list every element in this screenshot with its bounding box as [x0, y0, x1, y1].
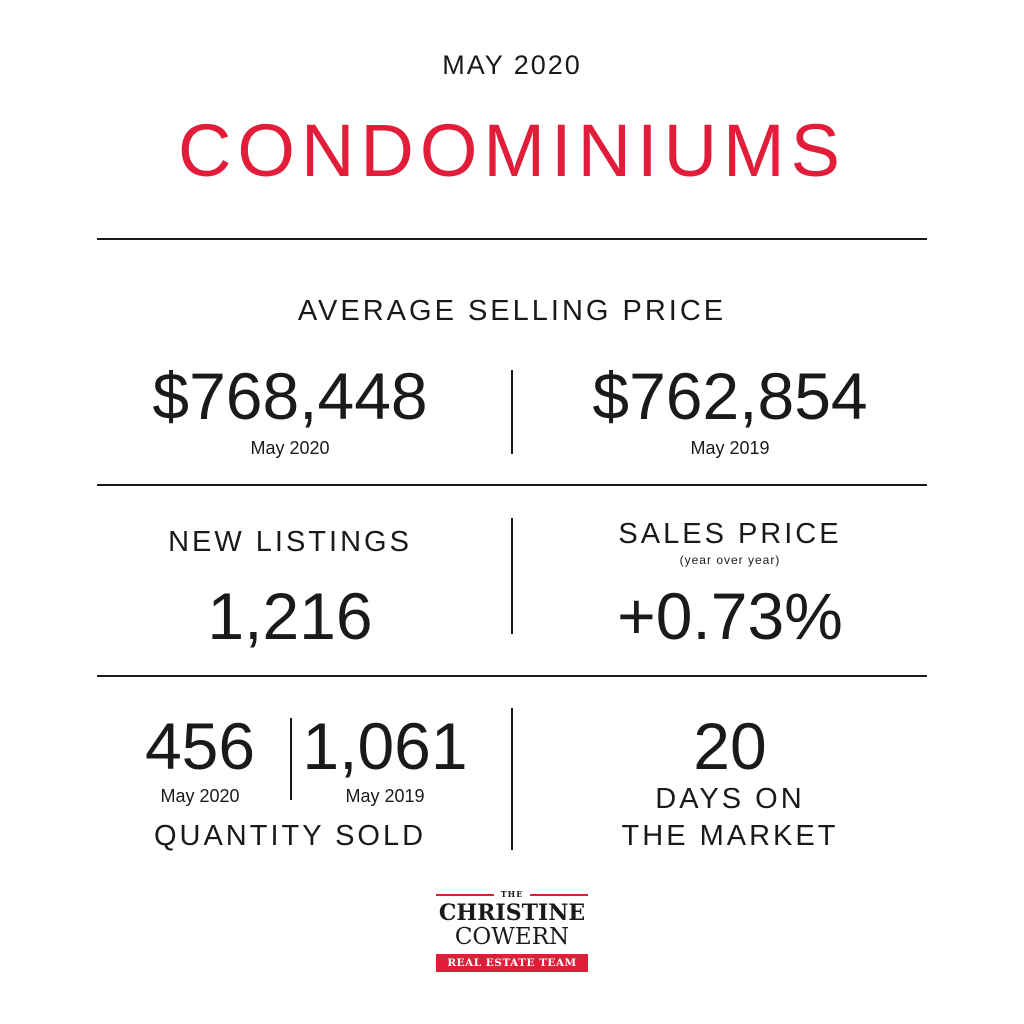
quantity-sold-current-caption: May 2020 — [160, 786, 240, 806]
page-title: CONDOMINIUMS — [177, 109, 847, 192]
logo-the-row: THE — [432, 889, 592, 900]
average-price-current-caption: May 2020 — [250, 438, 330, 458]
logo-rule-right — [530, 894, 588, 896]
quantity-sold-label: QUANTITY SOLD — [153, 820, 427, 852]
average-selling-price-label: AVERAGE SELLING PRICE — [297, 295, 727, 327]
quantity-sold-inner-divider — [290, 718, 292, 800]
logo-rule-left — [436, 894, 494, 896]
quantity-sold-previous-caption: May 2019 — [345, 786, 425, 806]
quantity-days-divider — [511, 708, 513, 850]
listings-bottom-divider — [97, 675, 927, 677]
average-price-previous-value: $762,854 — [592, 359, 868, 433]
sales-price-change-value: +0.73% — [617, 579, 843, 653]
quantity-sold-current-value: 456 — [144, 709, 256, 783]
new-listings-label: NEW LISTINGS — [168, 526, 412, 558]
logo-band: REAL ESTATE TEAM — [436, 954, 588, 972]
sales-price-sublabel: (year over year) — [679, 553, 781, 567]
brand-logo: THE CHRISTINE COWERN REAL ESTATE TEAM — [432, 884, 592, 984]
quantity-sold-previous-value: 1,061 — [302, 709, 468, 783]
report-month: MAY 2020 — [442, 50, 582, 80]
average-price-bottom-divider — [97, 484, 927, 486]
days-on-market-value: 20 — [693, 709, 767, 783]
average-price-previous-caption: May 2019 — [690, 438, 770, 458]
logo-band-text: REAL ESTATE TEAM — [447, 957, 577, 969]
logo-the-text: THE — [500, 889, 524, 899]
header-divider — [97, 238, 927, 240]
new-listings-value: 1,216 — [207, 579, 373, 653]
sales-price-label: SALES PRICE — [618, 518, 842, 550]
average-price-current-value: $768,448 — [152, 359, 428, 433]
listings-divider — [511, 518, 513, 634]
average-price-divider — [511, 370, 513, 454]
logo-name-first: CHRISTINE — [438, 900, 586, 926]
logo-name-last: COWERN — [454, 924, 570, 950]
days-on-market-label-line1: DAYS ON — [655, 783, 805, 815]
days-on-market-label-line2: THE MARKET — [621, 820, 839, 852]
